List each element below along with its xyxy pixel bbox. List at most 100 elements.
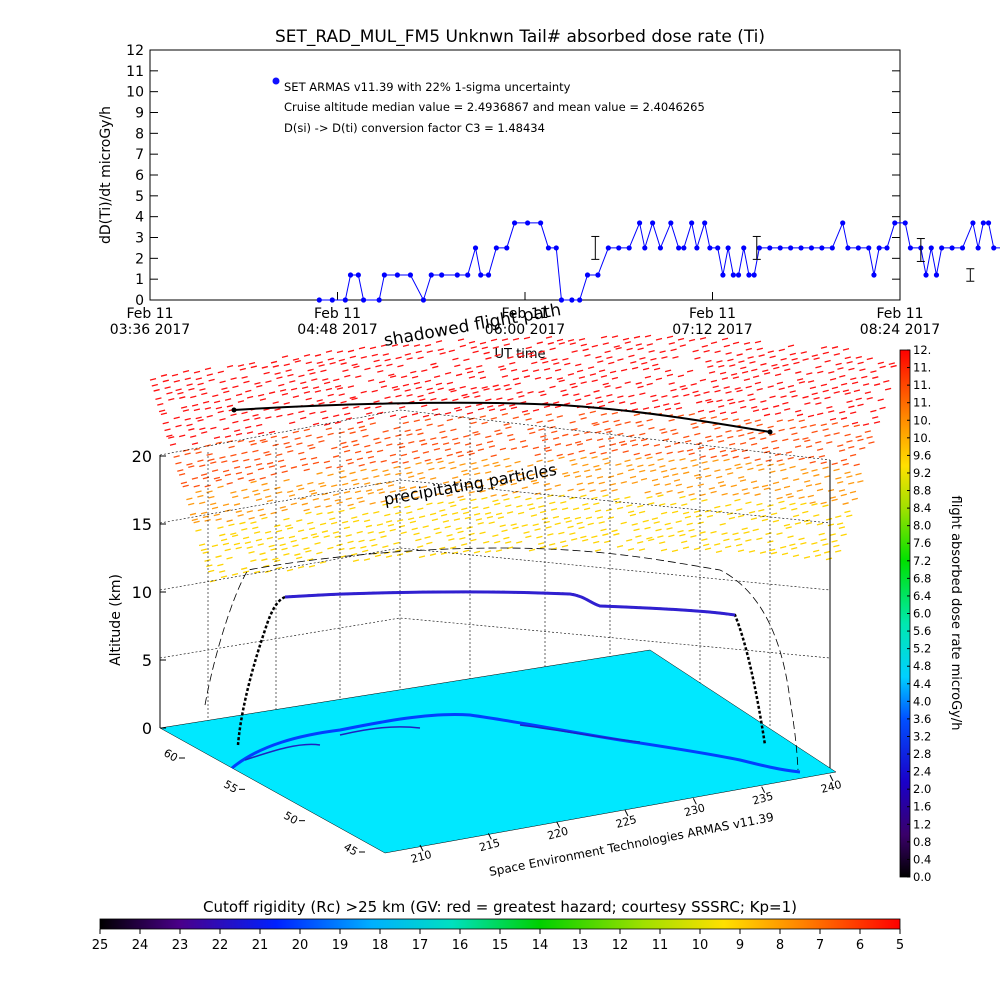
particle-mark: [228, 523, 235, 527]
particle-mark: [294, 437, 301, 440]
particle-mark: [580, 535, 587, 539]
particle-mark: [289, 421, 296, 425]
particle-mark: [285, 369, 292, 372]
particle-mark: [651, 478, 659, 482]
particle-mark: [373, 400, 380, 404]
particle-mark: [661, 394, 668, 398]
particle-mark: [336, 350, 344, 354]
particle-mark: [499, 408, 507, 412]
particle-mark: [816, 522, 824, 526]
particle-mark: [388, 373, 395, 377]
particle-mark: [266, 461, 274, 465]
particle-mark: [446, 418, 453, 422]
particle-mark: [532, 481, 539, 485]
particle-mark: [833, 432, 840, 435]
particle-mark: [501, 493, 508, 497]
particle-mark: [171, 373, 179, 377]
particle-mark: [155, 397, 162, 400]
particle-mark: [657, 494, 664, 498]
particle-mark: [492, 461, 499, 465]
rigidity-tick-label: 7: [816, 938, 824, 953]
particle-mark: [193, 370, 201, 374]
data-point: [933, 272, 940, 278]
particle-mark: [604, 350, 611, 354]
map-x-tick: [624, 809, 629, 817]
particle-mark: [697, 409, 705, 413]
particle-mark: [201, 392, 208, 396]
particle-mark: [417, 545, 424, 549]
particle-mark: [241, 411, 248, 415]
particle-mark: [596, 476, 604, 479]
particle-mark: [739, 479, 747, 482]
particle-mark: [738, 434, 745, 437]
particle-mark: [784, 407, 791, 411]
particle-mark: [417, 472, 424, 475]
particle-mark: [193, 447, 200, 451]
particle-mark: [743, 378, 751, 382]
particle-mark: [318, 439, 325, 443]
particle-mark: [237, 439, 244, 443]
data-point: [329, 297, 335, 303]
colorbar-tick-label: 4.4: [913, 677, 931, 691]
particle-mark: [549, 501, 556, 505]
particle-mark: [312, 461, 320, 465]
particle-mark: [840, 458, 848, 462]
particle-mark: [389, 453, 397, 457]
particle-mark: [727, 358, 734, 362]
particle-mark: [206, 373, 213, 377]
particle-mark: [813, 549, 820, 553]
particle-mark: [673, 478, 681, 482]
particle-mark: [476, 403, 483, 407]
particle-mark: [360, 468, 367, 472]
particle-mark: [600, 451, 607, 455]
particle-mark: [281, 392, 289, 396]
particle-mark: [633, 528, 640, 532]
particle-mark: [741, 488, 748, 491]
particle-mark: [640, 438, 648, 442]
particle-mark: [360, 428, 367, 432]
particle-mark: [270, 548, 277, 551]
particle-mark: [666, 451, 673, 455]
particle-mark: [208, 458, 215, 462]
particle-mark: [468, 532, 475, 536]
particle-mark: [517, 511, 525, 515]
particle-mark: [699, 378, 707, 382]
particle-mark: [272, 364, 279, 368]
particle-mark: [330, 521, 338, 525]
particle-mark: [708, 371, 716, 374]
particle-mark: [329, 361, 336, 365]
particle-mark: [575, 398, 582, 402]
particle-mark: [668, 382, 675, 385]
particle-mark: [529, 354, 536, 358]
particle-mark: [655, 528, 662, 532]
particle-mark: [301, 463, 309, 467]
particle-mark: [340, 400, 347, 404]
particle-mark: [514, 495, 521, 499]
particle-mark: [804, 480, 811, 483]
particle-mark: [206, 564, 213, 568]
particle-mark: [606, 430, 613, 434]
particle-mark: [765, 459, 772, 462]
particle-mark: [204, 367, 212, 371]
particle-mark: [215, 555, 222, 558]
particle-mark: [473, 512, 481, 516]
particle-mark: [591, 535, 598, 539]
particle-mark: [477, 448, 485, 452]
colorbar-tick-label: 3.6: [913, 712, 931, 726]
particle-mark: [219, 533, 226, 537]
particle-mark: [514, 460, 521, 464]
particle-mark: [778, 387, 785, 391]
particle-mark: [175, 388, 182, 392]
particle-mark: [571, 350, 578, 353]
particle-mark: [300, 416, 307, 420]
particle-mark: [186, 423, 193, 427]
particle-mark: [668, 418, 675, 422]
particle-mark: [740, 366, 747, 370]
particle-mark: [542, 360, 549, 364]
particle-mark: [283, 363, 290, 367]
particle-mark: [349, 431, 356, 435]
data-point: [553, 245, 559, 251]
particle-mark: [373, 437, 380, 441]
particle-mark: [785, 451, 793, 454]
particle-mark: [798, 457, 805, 461]
